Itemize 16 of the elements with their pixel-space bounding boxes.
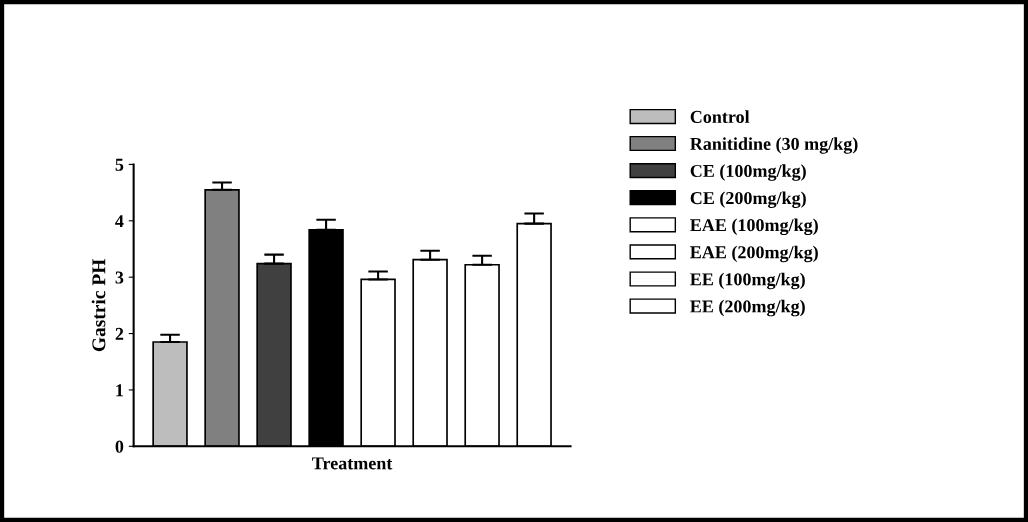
legend-label: Ranitidine (30 mg/kg) xyxy=(690,137,858,154)
legend-label: EE (200mg/kg) xyxy=(690,299,805,317)
y-tick-label: 5 xyxy=(115,158,124,171)
legend-label: CE (200mg/kg) xyxy=(690,191,806,208)
legend-label: EE (100mg/kg) xyxy=(690,272,805,290)
legend-label: EAE (200mg/kg) xyxy=(690,245,818,263)
legend-label: EAE (100mg/kg) xyxy=(690,218,818,236)
y-tick-label: 1 xyxy=(116,384,123,397)
y-tick-label: 4 xyxy=(115,215,124,228)
x-axis-title: Treatment xyxy=(312,457,393,470)
y-tick-label: 3 xyxy=(115,271,124,284)
legend-label: CE (100mg/kg) xyxy=(690,164,806,181)
y-tick-label: 2 xyxy=(115,327,124,340)
y-tick-label: 0 xyxy=(115,440,124,453)
legend-label: Control xyxy=(690,110,750,123)
y-axis-title: Gastric PH xyxy=(91,258,106,352)
